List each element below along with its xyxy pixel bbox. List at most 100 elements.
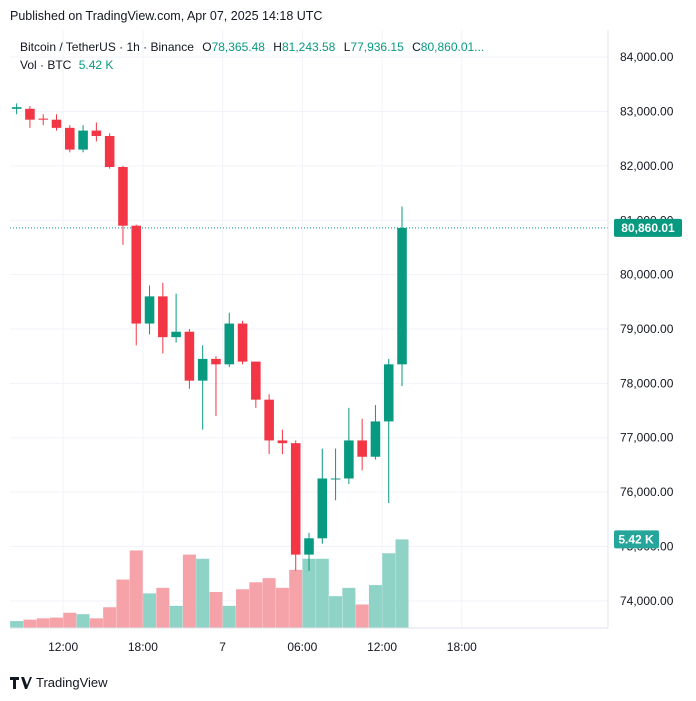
candle-body bbox=[330, 478, 341, 480]
candle-body bbox=[211, 358, 221, 365]
symbol-title[interactable]: Bitcoin / TetherUS · 1h · Binance bbox=[20, 40, 194, 54]
time-tick-label: 7 bbox=[219, 640, 226, 654]
time-tick-label: 18:00 bbox=[447, 640, 477, 654]
candle-body bbox=[171, 331, 181, 338]
volume-bar bbox=[289, 569, 303, 628]
volume-bar bbox=[169, 605, 183, 628]
price-tick-label: 83,000.00 bbox=[620, 105, 674, 119]
volume-bar bbox=[342, 587, 356, 628]
candle-body bbox=[91, 130, 102, 137]
volume-bar bbox=[89, 618, 103, 628]
volume-bar bbox=[10, 621, 24, 628]
candle-body bbox=[131, 225, 142, 324]
price-tick-label: 77,000.00 bbox=[620, 431, 674, 445]
price-tick-label: 82,000.00 bbox=[620, 159, 674, 173]
candle-body bbox=[25, 108, 35, 120]
candle-body bbox=[304, 538, 314, 555]
volume-bar bbox=[275, 587, 289, 628]
candle-body bbox=[65, 127, 75, 150]
ohlc-row: Bitcoin / TetherUS · 1h · Binance O78,36… bbox=[20, 38, 484, 56]
open-label: O bbox=[202, 40, 212, 54]
time-tick-label: 12:00 bbox=[367, 640, 397, 654]
volume-badge: 5.42 K bbox=[614, 530, 659, 549]
tradingview-logo[interactable]: TradingView bbox=[10, 675, 108, 690]
volume-bar bbox=[63, 612, 77, 628]
price-tick-label: 84,000.00 bbox=[620, 50, 674, 64]
volume-bar bbox=[209, 592, 223, 628]
open-value: 78,365.48 bbox=[211, 40, 265, 54]
high-value: 81,243.58 bbox=[281, 40, 336, 54]
volume-bar bbox=[76, 614, 90, 628]
volume-bar bbox=[156, 587, 170, 628]
grid-lines bbox=[10, 30, 608, 628]
price-tick-label: 76,000.00 bbox=[620, 485, 674, 499]
volume-bar bbox=[236, 589, 250, 628]
volume-row: Vol · BTC 5.42 K bbox=[20, 56, 484, 74]
candle-body bbox=[78, 130, 88, 150]
price-tick-label: 78,000.00 bbox=[620, 376, 674, 390]
time-tick-label: 18:00 bbox=[128, 640, 158, 654]
tradingview-brand: TradingView bbox=[36, 675, 108, 690]
close-value: 80,860.01... bbox=[420, 40, 485, 54]
candle-body bbox=[290, 443, 301, 555]
candle-body bbox=[344, 440, 354, 479]
volume-bar bbox=[382, 553, 396, 628]
candle-body bbox=[118, 166, 128, 226]
candle-body bbox=[397, 227, 407, 365]
candle-body bbox=[104, 136, 115, 167]
candle-body bbox=[251, 361, 261, 400]
candle-body bbox=[38, 118, 49, 120]
close-label: C bbox=[412, 40, 421, 54]
volume-badge-label: 5.42 K bbox=[618, 532, 654, 546]
volume-bar bbox=[329, 596, 343, 628]
volume-bar bbox=[315, 558, 329, 628]
volume-bar bbox=[302, 558, 316, 628]
chart-area[interactable]: 74,000.0075,000.0076,000.0077,000.0078,0… bbox=[10, 30, 690, 662]
tradingview-logo-icon bbox=[10, 676, 32, 689]
volume-bar bbox=[262, 578, 276, 628]
volume-bar bbox=[196, 558, 210, 628]
volume-bar bbox=[23, 619, 37, 628]
volume-bar bbox=[36, 618, 50, 628]
chart-legend: Bitcoin / TetherUS · 1h · Binance O78,36… bbox=[20, 38, 484, 74]
candle-body bbox=[277, 440, 288, 444]
candle-body bbox=[197, 358, 208, 381]
candle-body bbox=[383, 364, 394, 422]
candle-body bbox=[144, 296, 155, 324]
candlestick-chart[interactable]: 74,000.0075,000.0076,000.0077,000.0078,0… bbox=[10, 30, 690, 662]
candle-body bbox=[11, 107, 22, 109]
volume-bar bbox=[103, 607, 117, 628]
volume-bar bbox=[395, 539, 409, 628]
price-axis: 74,000.0075,000.0076,000.0077,000.0078,0… bbox=[620, 50, 674, 608]
last-price-badge: 80,860.01 bbox=[614, 218, 682, 237]
volume-bar bbox=[116, 579, 130, 628]
low-label: L bbox=[343, 40, 351, 54]
candle-body bbox=[264, 399, 274, 441]
low-value: 77,936.15 bbox=[350, 40, 404, 54]
volume-bar bbox=[129, 550, 143, 628]
candle-body bbox=[184, 331, 195, 381]
volume-bar bbox=[355, 604, 369, 628]
candle-body bbox=[317, 478, 328, 539]
candle-body bbox=[158, 296, 168, 338]
volume-label[interactable]: Vol · BTC bbox=[20, 58, 72, 72]
candle-body bbox=[237, 323, 248, 362]
time-tick-label: 06:00 bbox=[287, 640, 317, 654]
time-tick-label: 12:00 bbox=[48, 640, 78, 654]
candle-body bbox=[224, 323, 235, 365]
candle-body bbox=[357, 440, 367, 457]
price-tick-label: 80,000.00 bbox=[620, 268, 674, 282]
time-axis: 12:00 18:00 7 06:00 12:00 18:00 bbox=[48, 640, 477, 654]
volume-bar bbox=[222, 605, 236, 628]
volume-bar bbox=[182, 554, 196, 628]
volume-bar bbox=[49, 617, 64, 628]
volume-value: 5.42 K bbox=[78, 58, 114, 72]
published-caption: Published on TradingView.com, Apr 07, 20… bbox=[10, 9, 323, 23]
volume-bar bbox=[368, 585, 382, 628]
high-label: H bbox=[273, 40, 282, 54]
price-tick-label: 74,000.00 bbox=[620, 594, 674, 608]
candle-body bbox=[370, 421, 381, 457]
volume-bar bbox=[143, 593, 157, 628]
volume-bars bbox=[10, 539, 409, 628]
volume-bar bbox=[249, 582, 263, 628]
